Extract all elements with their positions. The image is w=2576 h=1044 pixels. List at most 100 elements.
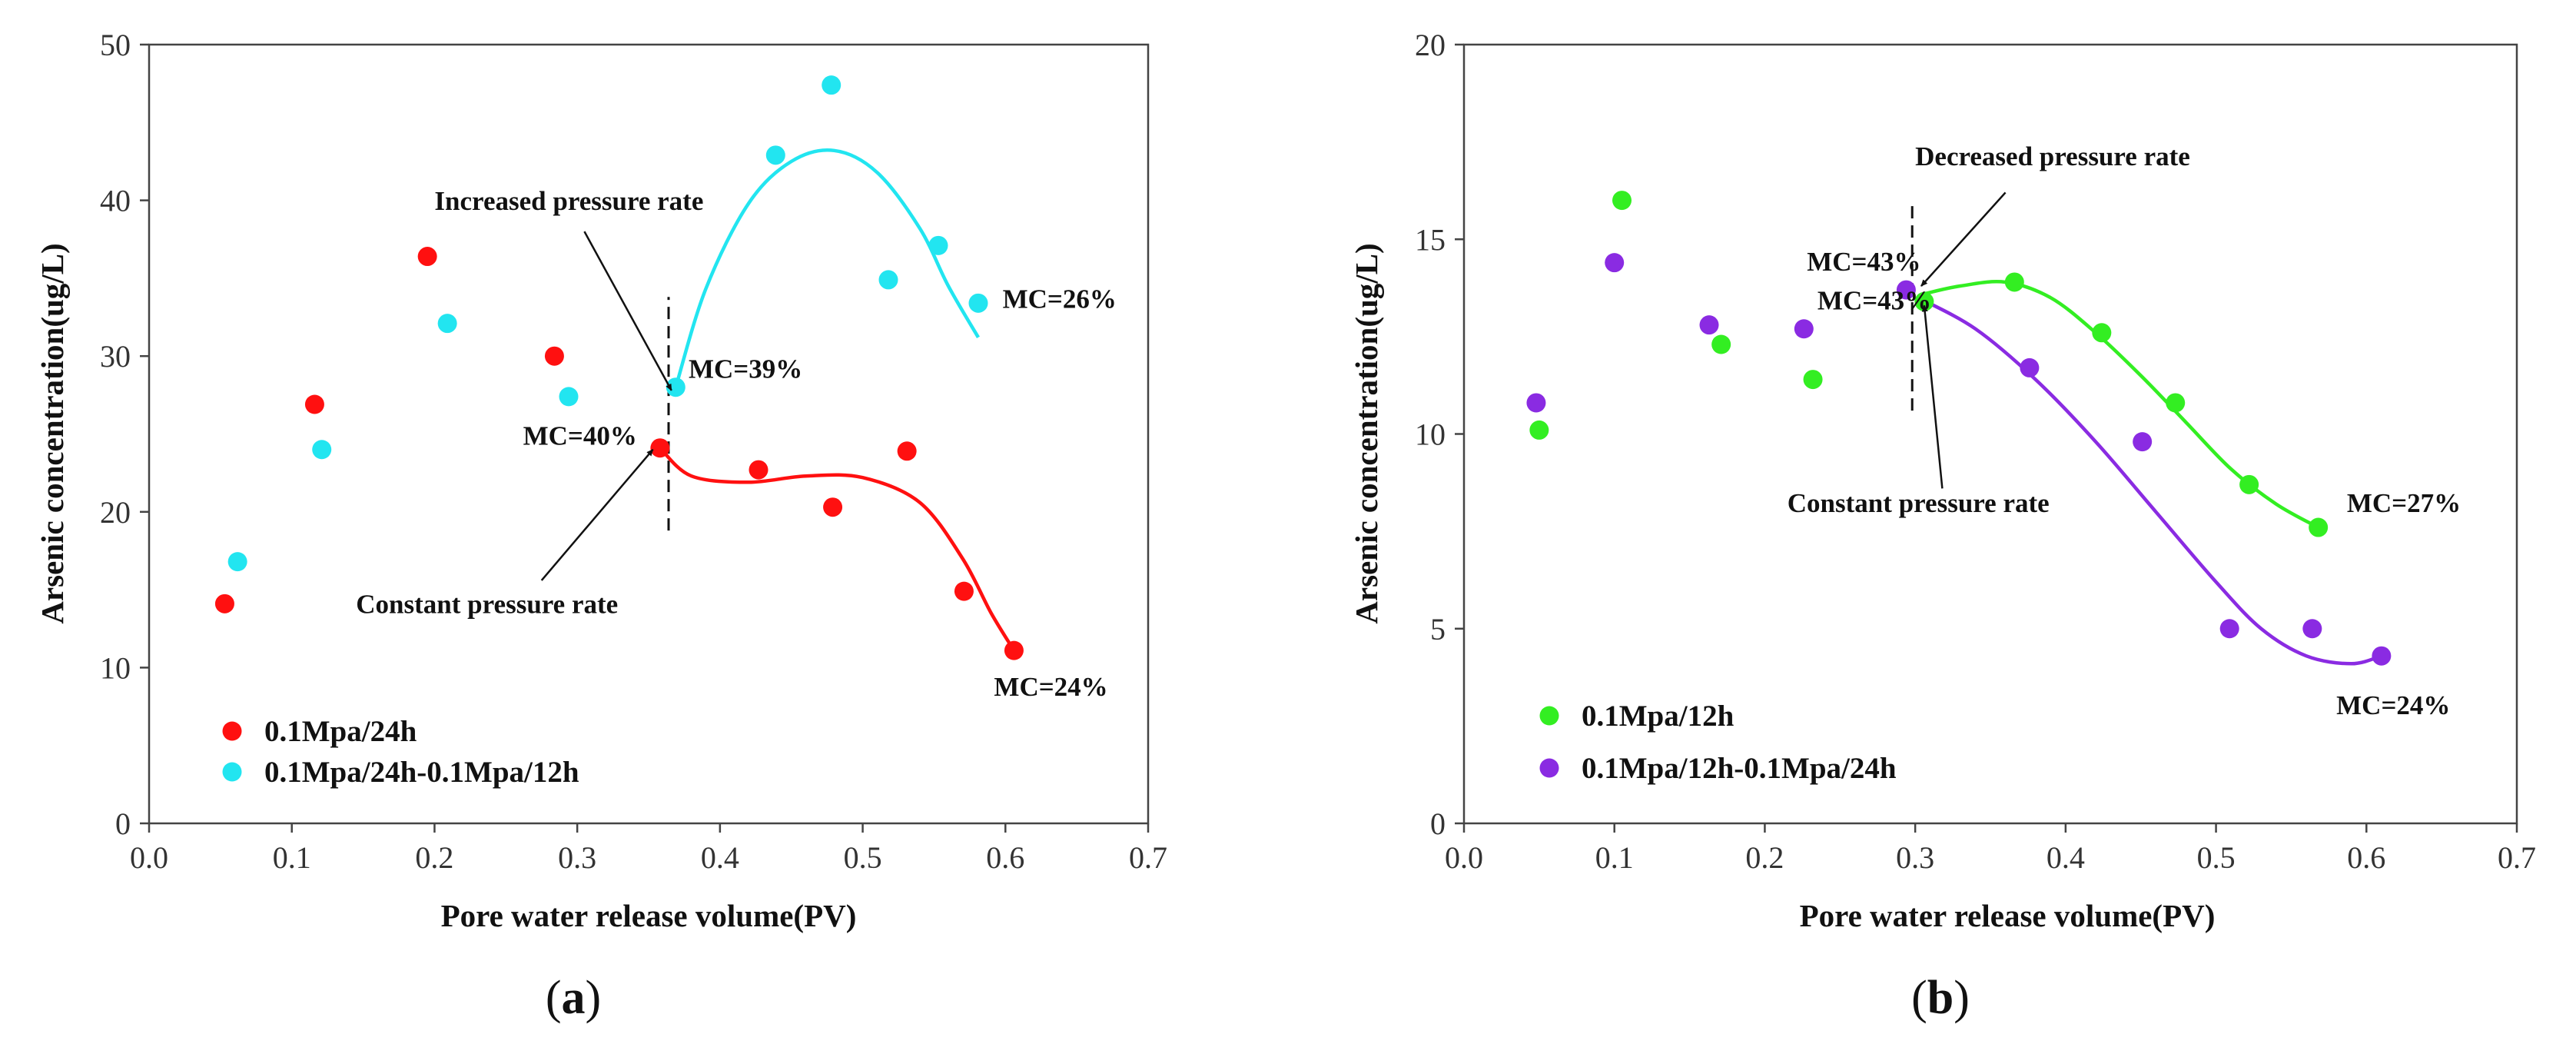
legend-marker (222, 762, 242, 782)
legend-marker (1539, 706, 1559, 726)
data-point (304, 394, 324, 414)
data-point (1529, 420, 1549, 440)
x-tick-label: 0.1 (273, 840, 311, 875)
data-point (2309, 517, 2329, 537)
data-point (765, 145, 785, 165)
data-point (1711, 334, 1731, 354)
data-point (1896, 280, 1916, 300)
panel-label-open: ( (546, 972, 562, 1024)
y-axis-label: Arsenic concentration(ug/L) (1349, 243, 1384, 623)
panel-label-close: ) (1954, 972, 1970, 1024)
fit-curve (1917, 296, 2382, 666)
data-point (1914, 291, 1934, 311)
data-point (2004, 272, 2024, 292)
data-point (2239, 474, 2259, 494)
x-tick-label: 0.1 (1595, 840, 1634, 875)
panel-label-close: ) (586, 972, 602, 1024)
x-tick-label: 0.0 (1445, 840, 1483, 875)
x-tick-label: 0.0 (130, 840, 168, 875)
x-tick-label: 0.2 (1745, 840, 1784, 875)
y-tick-label: 40 (100, 184, 131, 218)
annotation-label: MC=40% (523, 421, 637, 451)
data-point (897, 441, 917, 461)
x-axis-label: Pore water release volume(PV) (441, 898, 857, 933)
x-tick-label: 0.5 (2197, 840, 2236, 875)
fit-curve (659, 447, 1016, 652)
y-tick-label: 20 (100, 495, 131, 530)
annotation-label: MC=24% (2336, 690, 2450, 720)
panel-label-letter: b (1927, 972, 1954, 1024)
annotation-label: MC=39% (689, 354, 802, 384)
annotation-label: Increased pressure rate (434, 186, 703, 216)
annotation-label: MC=43% (1817, 285, 1931, 315)
data-point (1612, 191, 1632, 211)
x-tick-label: 0.3 (1896, 840, 1934, 875)
data-point (2133, 432, 2153, 452)
y-tick-label: 50 (100, 28, 131, 62)
data-point (878, 270, 898, 290)
data-point (928, 235, 948, 255)
y-tick-label: 20 (1415, 28, 1446, 62)
data-point (650, 438, 670, 458)
data-point (1794, 319, 1814, 339)
data-point (417, 247, 437, 267)
data-point (749, 460, 768, 480)
data-point (954, 581, 974, 601)
data-point (559, 387, 579, 407)
y-tick-label: 0 (1430, 806, 1446, 841)
data-point (2020, 357, 2040, 377)
legend-label: 0.1Mpa/24h-0.1Mpa/12h (264, 756, 579, 789)
annotation-label: MC=24% (994, 672, 1107, 702)
data-point (823, 497, 843, 517)
x-tick-label: 0.3 (558, 840, 596, 875)
data-point (1699, 315, 1719, 335)
annotation-label: MC=43% (1807, 247, 1920, 277)
x-tick-label: 0.6 (2347, 840, 2385, 875)
annotation-label: Constant pressure rate (356, 589, 618, 619)
plot-marks: 0.0 0.1 0.2 0.3 0.4 0.5 0.6 0.7 0 5 10 15 20 Decrease… (1415, 28, 2536, 875)
y-tick-label: 15 (1415, 222, 1446, 257)
data-point (1526, 393, 1546, 413)
data-point (2092, 323, 2112, 343)
annotation-label: Decreased pressure rate (1915, 141, 2190, 171)
data-point (227, 552, 247, 572)
panel-label: (b) (1911, 972, 1970, 1024)
legend-label: 0.1Mpa/12h-0.1Mpa/24h (1582, 752, 1897, 785)
data-point (2302, 619, 2322, 639)
legend-marker (1539, 758, 1559, 778)
y-tick-label: 10 (100, 650, 131, 685)
annotation-arrow (1921, 304, 1944, 489)
data-point (544, 346, 564, 366)
y-tick-label: 30 (100, 339, 131, 374)
panel-label-letter: a (562, 972, 586, 1024)
data-point (1004, 640, 1024, 660)
data-point (2166, 393, 2186, 413)
plot-marks: 0.0 0.1 0.2 0.3 0.4 0.5 0.6 0.7 0 10 20 30 40 50 Incre… (100, 28, 1167, 875)
annotation-label: Constant pressure rate (1788, 488, 2050, 518)
x-axis-label: Pore water release volume(PV) (1800, 898, 2216, 933)
panel-label: (a) (546, 972, 601, 1024)
y-tick-label: 0 (115, 806, 131, 841)
data-point (1803, 370, 1823, 390)
y-tick-label: 10 (1415, 417, 1446, 452)
legend-marker (222, 721, 242, 741)
x-tick-label: 0.6 (986, 840, 1024, 875)
chart-panel-b: 0.0 0.1 0.2 0.3 0.4 0.5 0.6 0.7 0 5 10 15 20 Decrease… (1349, 28, 2536, 1024)
fit-curve (674, 148, 980, 388)
data-point (2219, 619, 2239, 639)
annotation-arrow (1920, 191, 2007, 287)
data-point (2372, 646, 2392, 666)
y-axis-label: Arsenic concentration(ug/L) (35, 243, 70, 623)
data-point (822, 75, 842, 95)
annotation-label: MC=26% (1003, 284, 1117, 314)
data-point (214, 593, 234, 613)
data-point (666, 377, 685, 397)
data-point (437, 314, 457, 334)
panel-label-open: ( (1911, 972, 1927, 1024)
data-point (968, 293, 988, 313)
x-tick-label: 0.5 (844, 840, 882, 875)
plot-frame (148, 43, 1150, 825)
legend-label: 0.1Mpa/12h (1582, 700, 1734, 733)
x-tick-label: 0.7 (2498, 840, 2536, 875)
